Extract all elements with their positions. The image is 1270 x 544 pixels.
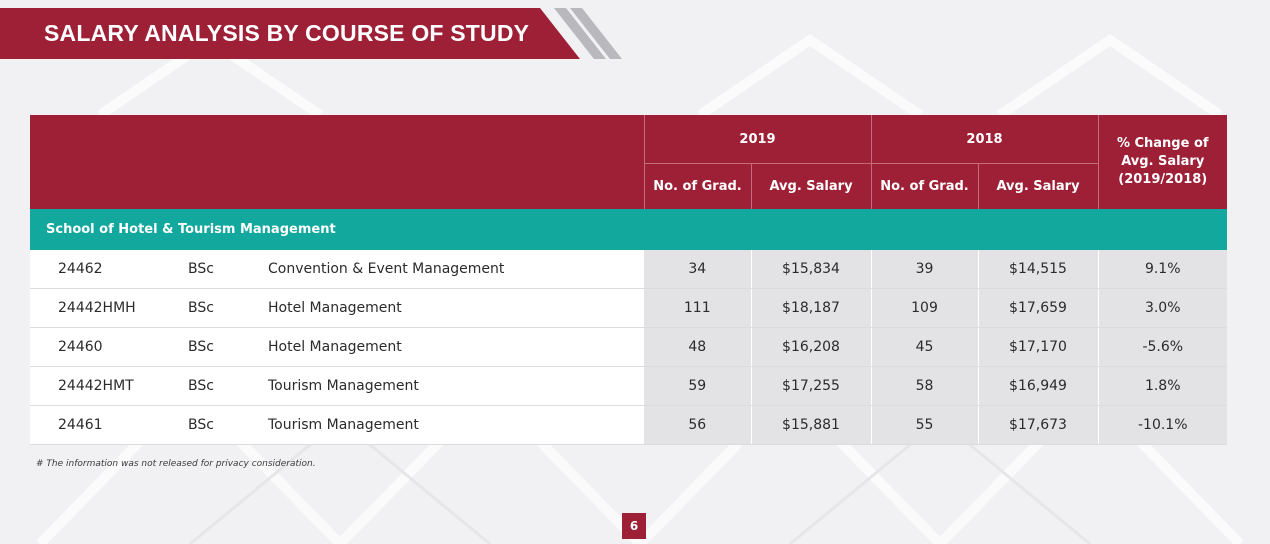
header-year-2019: 2019 — [644, 115, 872, 164]
salary-change: 9.1% — [1098, 250, 1227, 289]
table-row: 24461 BSc Tourism Management 56 $15,881 55 $17… — [30, 405, 1227, 445]
table-row: 24442HMH BSc Hotel Management 111 $18,187 109… — [30, 288, 1227, 328]
course-info-cell: 24462 BSc Convention & Event Management — [30, 250, 644, 289]
salary-table-container: 2019 2018 % Change of Avg. Salary (2019/… — [30, 115, 1227, 445]
course-programme: Hotel Management — [268, 300, 402, 316]
salary-table: 2019 2018 % Change of Avg. Salary (2019/… — [30, 115, 1227, 445]
table-row: 24462 BSc Convention & Event Management 34 $… — [30, 250, 1227, 289]
footnote: # The information was not released for p… — [36, 459, 316, 469]
grad-count-2018: 45 — [871, 327, 979, 367]
course-code: 24442HMH — [58, 300, 136, 316]
course-info-cell: 24442HMT BSc Tourism Management — [30, 366, 644, 406]
grad-count-2019: 111 — [644, 288, 752, 328]
avg-salary-2019: $16,208 — [751, 327, 872, 367]
grad-count-2019: 48 — [644, 327, 752, 367]
grad-count-2019: 56 — [644, 405, 752, 445]
avg-salary-2019: $15,881 — [751, 405, 872, 445]
avg-salary-2018: $17,673 — [978, 405, 1099, 445]
avg-salary-2019: $15,834 — [751, 250, 872, 289]
course-code: 24460 — [58, 339, 103, 355]
salary-change: 1.8% — [1098, 366, 1227, 406]
avg-salary-2019: $17,255 — [751, 366, 872, 406]
header-salary-2019: Avg. Salary — [751, 163, 872, 209]
course-degree: BSc — [188, 339, 214, 355]
header-grad-2019: No. of Grad. — [644, 163, 752, 209]
header-pct-line-3: (2019/2018) — [1118, 172, 1208, 187]
course-info-cell: 24442HMH BSc Hotel Management — [30, 288, 644, 328]
school-name: School of Hotel & Tourism Management — [30, 209, 1227, 250]
header-blank — [30, 115, 645, 209]
grad-count-2019: 34 — [644, 250, 752, 289]
title-banner — [0, 8, 580, 59]
header-pct-line-1: % Change of — [1116, 136, 1209, 151]
salary-change: 3.0% — [1098, 288, 1227, 328]
course-info-cell: 24460 BSc Hotel Management — [30, 327, 644, 367]
avg-salary-2018: $14,515 — [978, 250, 1099, 289]
course-code: 24442HMT — [58, 378, 134, 394]
avg-salary-2019: $18,187 — [751, 288, 872, 328]
grad-count-2018: 39 — [871, 250, 979, 289]
salary-change: -5.6% — [1098, 327, 1227, 367]
course-degree: BSc — [188, 261, 214, 277]
course-programme: Hotel Management — [268, 339, 402, 355]
course-degree: BSc — [188, 417, 214, 433]
title-stripes-decoration — [554, 8, 622, 59]
course-code: 24462 — [58, 261, 103, 277]
table-row: 24460 BSc Hotel Management 48 $16,208 45 $17,1… — [30, 327, 1227, 367]
header-pct-line-2: Avg. Salary — [1121, 154, 1205, 169]
page-number: 6 — [622, 513, 646, 539]
page-title: SALARY ANALYSIS BY COURSE OF STUDY — [44, 20, 530, 46]
table-row: 24442HMT BSc Tourism Management 59 $17,255 58… — [30, 366, 1227, 406]
course-programme: Tourism Management — [268, 417, 419, 433]
course-info-cell: 24461 BSc Tourism Management — [30, 405, 644, 445]
course-degree: BSc — [188, 378, 214, 394]
avg-salary-2018: $16,949 — [978, 366, 1099, 406]
course-programme: Tourism Management — [268, 378, 419, 394]
header-salary-2018: Avg. Salary — [978, 163, 1099, 209]
course-programme: Convention & Event Management — [268, 261, 505, 277]
grad-count-2019: 59 — [644, 366, 752, 406]
avg-salary-2018: $17,170 — [978, 327, 1099, 367]
course-degree: BSc — [188, 300, 214, 316]
header-grad-2018: No. of Grad. — [871, 163, 979, 209]
salary-change: -10.1% — [1098, 405, 1227, 445]
header-year-2018: 2018 — [871, 115, 1099, 164]
grad-count-2018: 58 — [871, 366, 979, 406]
grad-count-2018: 55 — [871, 405, 979, 445]
course-code: 24461 — [58, 417, 103, 433]
header-pct-change: % Change of Avg. Salary (2019/2018) — [1098, 115, 1227, 209]
avg-salary-2018: $17,659 — [978, 288, 1099, 328]
grad-count-2018: 109 — [871, 288, 979, 328]
